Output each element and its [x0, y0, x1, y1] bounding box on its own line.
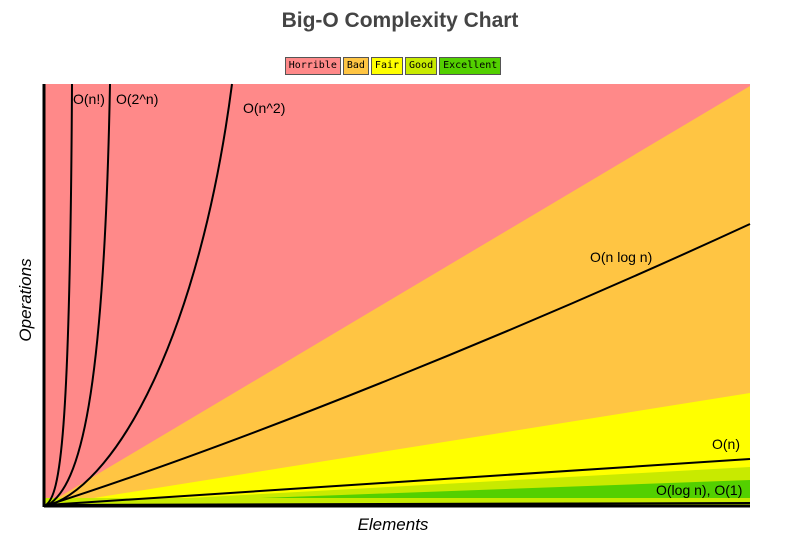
chart-title: Big-O Complexity Chart [281, 9, 519, 32]
region-floor-band [44, 498, 750, 506]
y-axis-title: Operations [16, 258, 35, 342]
curve-exponential [47, 83, 111, 506]
legend-item-horrible: Horrible [284, 57, 341, 75]
curve-quadratic [49, 83, 233, 506]
curve-nlogn [47, 223, 751, 506]
curve-label-linear: O(n) [712, 436, 740, 452]
curve-label-nlogn: O(n log n) [590, 249, 652, 265]
legend-item-fair: Fair [370, 57, 404, 75]
curve-label-factorial: O(n!) [73, 91, 105, 107]
curve-linear [45, 458, 751, 506]
region-bad [44, 86, 750, 506]
legend-item-bad: Bad [342, 57, 369, 75]
regions-layer [44, 84, 750, 506]
legend: Horrible Bad Fair Good Excellent [0, 57, 786, 75]
curve-label-exponential: O(2^n) [116, 91, 158, 107]
curve-label-log_const: O(log n), O(1) [656, 482, 742, 498]
legend-item-good: Good [405, 57, 438, 75]
x-axis-title: Elements [358, 515, 429, 534]
legend-item-excellent: Excellent [439, 57, 502, 75]
curve-factorial [45, 83, 73, 506]
curve-label-quadratic: O(n^2) [243, 100, 285, 116]
labels-layer: O(n!) O(2^n) O(n^2) O(n log n) O(n) O(log n),… [73, 91, 742, 498]
